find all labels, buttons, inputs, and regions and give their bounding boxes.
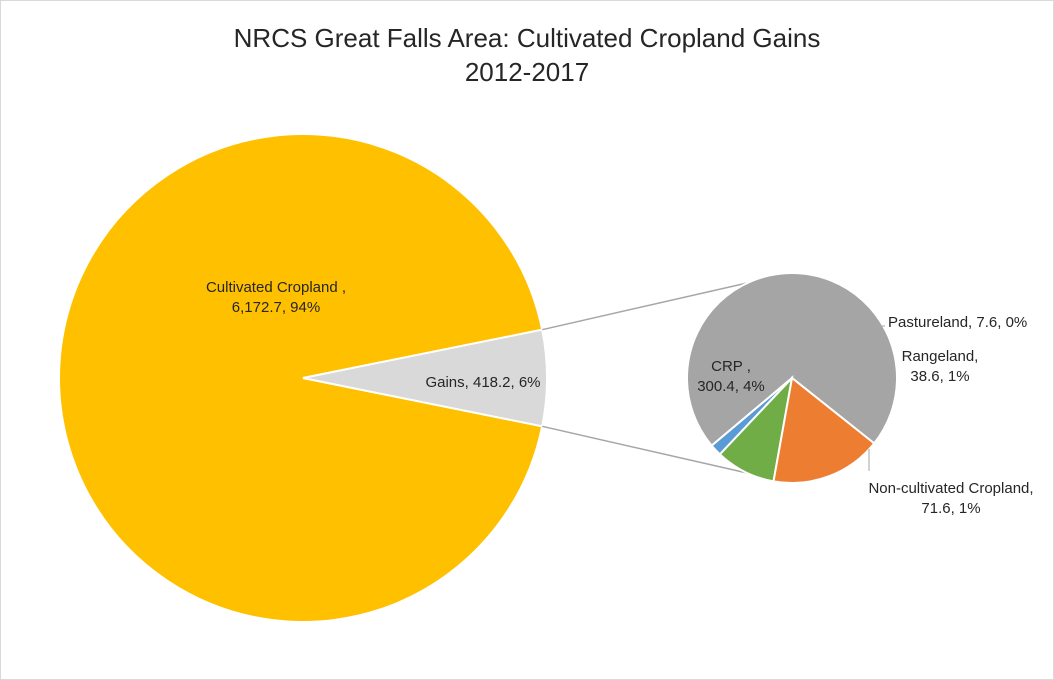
data-label-pastureland: Pastureland, 7.6, 0%: [888, 314, 1027, 331]
chart-title-line1: NRCS Great Falls Area: Cultivated Cropla…: [233, 23, 821, 53]
chart-title: NRCS Great Falls Area: Cultivated Cropla…: [1, 21, 1053, 89]
connector-line-top: [542, 282, 748, 331]
slice-gains: [302, 328, 548, 428]
connector-line-bottom: [542, 425, 748, 474]
data-label-crp: CRP , 300.4, 4%: [697, 358, 765, 395]
data-label-non-cultivated-cropland: Non-cultivated Cropland, 71.6, 1%: [868, 480, 1033, 517]
slice-crp: [686, 272, 898, 448]
data-label-cultivated-cropland: Cultivated Cropland , 6,172.7, 94%: [206, 279, 346, 316]
chart-title-line2: 2012-2017: [464, 57, 590, 87]
data-label-rangeland: Rangeland, 38.6, 1%: [902, 348, 979, 385]
slice-cultivated-cropland: [58, 133, 544, 623]
data-label-gains: Gains, 418.2, 6%: [425, 374, 540, 391]
